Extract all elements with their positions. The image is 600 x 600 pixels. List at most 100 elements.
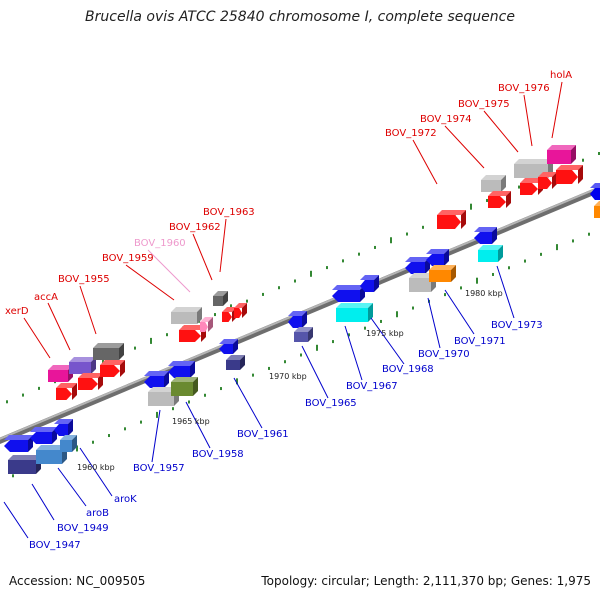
gene-BOV_1970-top [405,257,430,262]
gene-reverse-blue-side [492,227,497,244]
gene-forward-red-side [578,165,583,184]
gene-label-aroB[interactable]: aroB [86,508,109,519]
gene-BOV_1962 [213,291,228,306]
tick-mark [294,279,296,283]
gene-label-BOV_1960[interactable]: BOV_1960 [134,238,186,249]
gene-label-BOV_1974[interactable]: BOV_1974 [420,114,472,125]
tick-mark [102,360,104,364]
tick-mark [268,366,270,370]
gene-BOV_1963-top [234,303,247,308]
tick-mark [582,158,584,162]
gene-reverse-blue-face [474,232,492,244]
gene-forward-red-face [179,330,201,342]
gene-label-BOV_1949[interactable]: BOV_1949 [57,523,109,534]
gene-edge-orange-top [594,201,600,206]
gene-label-BOV_1973[interactable]: BOV_1973 [491,320,543,331]
gene-label-BOV_1958[interactable]: BOV_1958 [192,449,244,460]
tick-mark [556,244,558,251]
gene-reverse-orange [429,265,456,282]
tick-mark [374,245,376,249]
gene-label-aroK[interactable]: aroK [114,494,137,505]
gene-edge-orange [594,201,600,218]
gene-label-BOV_1957[interactable]: BOV_1957 [133,463,185,474]
gene-label-BOV_1959[interactable]: BOV_1959 [102,253,154,264]
tick-mark [134,346,136,350]
gene-BOV_1961-side [233,339,238,354]
gene-forward-red-face [100,365,120,377]
gene-label-BOV_1963[interactable]: BOV_1963 [203,207,255,218]
gene-label-accA[interactable]: accA [34,292,58,303]
gene-BOV_1967-face [332,290,360,302]
gene-BOV_1967-top [332,285,365,290]
tick-mark [540,252,542,256]
gene-BOV_1968 [336,303,373,322]
gene-reverse-orange-face [429,270,451,282]
gene-label-BOV_1972[interactable]: BOV_1972 [385,128,437,139]
tick-mark [316,344,318,351]
tick-mark [76,445,78,452]
leader-line [301,345,329,399]
gene-aroB [60,435,77,452]
gene-label-holA[interactable]: holA [550,70,572,81]
tick-mark [460,286,462,290]
gene-BOV_1972-side [461,210,466,229]
leader-line [125,264,175,301]
gene-reverse-blue-face [30,432,52,444]
tick-mark [598,152,600,156]
leader-line [412,139,438,185]
gene-BOV_1975-face [514,164,548,178]
gene-label-BOV_1961[interactable]: BOV_1961 [237,429,289,440]
gene-label-BOV_1947[interactable]: BOV_1947 [29,540,81,551]
gene-BOV_1958-face [171,382,193,396]
gene-forward-red [56,383,77,400]
gene-reverse-blue-face [426,254,444,266]
gene-reverse-blue-top [426,249,449,254]
gene-forward-red-face [538,177,552,189]
tick-mark [108,434,110,438]
gene-reverse-blue-side [190,361,195,378]
gene-accA-side [91,357,96,374]
tick-mark [246,299,248,303]
gene-label-BOV_1975[interactable]: BOV_1975 [458,99,510,110]
tick-mark [156,411,158,418]
tick-mark [422,225,424,229]
gene-reverse-blue-face [54,424,68,436]
tick-mark [150,337,152,344]
gene-BOV_1949-face [36,450,62,464]
gene-reverse-blue [144,371,169,388]
gene-label-xerD[interactable]: xerD [5,306,29,317]
gene-label-BOV_1962[interactable]: BOV_1962 [169,222,221,233]
tick-mark [326,266,328,270]
tick-mark [518,185,520,189]
gene-forward-red-face [556,170,578,184]
gene-BOV_1965-side [302,311,307,328]
tick-mark [492,272,494,276]
leader-line [185,401,211,449]
gene-reverse-blue [54,419,73,436]
gene-BOV_1959-face [171,312,197,324]
gene-forward-red-side [506,191,511,208]
gene-aroB-side [72,435,77,452]
leader-line [444,289,475,335]
gene-label-BOV_1955[interactable]: BOV_1955 [58,274,110,285]
leader-line [79,447,113,497]
gene-label-BOV_1971[interactable]: BOV_1971 [454,336,506,347]
tick-mark [220,387,222,391]
tick-mark [300,353,302,357]
tick-mark [92,440,94,444]
gene-BOV_1973-side [498,245,503,262]
gene-reverse-blue-side [374,275,379,292]
gene-BOV_1958 [171,377,198,396]
tick-mark [22,393,24,397]
gene-label-BOV_1968[interactable]: BOV_1968 [382,364,434,375]
gene-label-BOV_1970[interactable]: BOV_1970 [418,349,470,360]
gene-BOV_1968-face [336,308,368,322]
gene-label-BOV_1965[interactable]: BOV_1965 [305,398,357,409]
leader-line [151,409,161,463]
gene-reverse-striped-side [240,355,245,370]
gene-reverse-blue-top [30,427,57,432]
gene-label-BOV_1967[interactable]: BOV_1967 [346,381,398,392]
gene-BOV_1955-face [93,348,119,360]
tick-mark [124,427,126,431]
gene-label-BOV_1976[interactable]: BOV_1976 [498,83,550,94]
